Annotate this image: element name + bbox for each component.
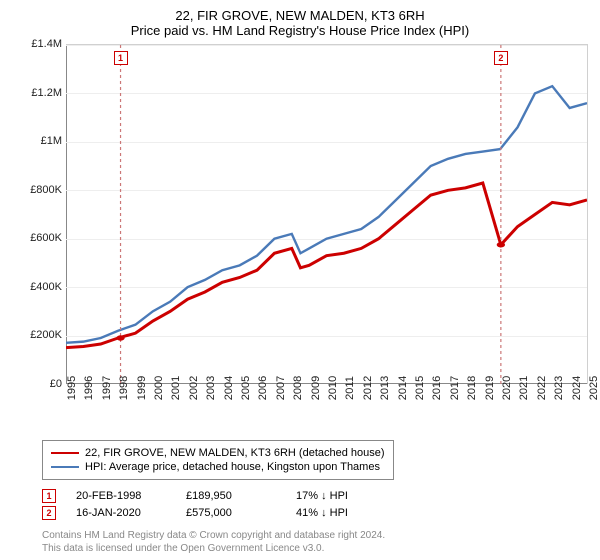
chart-area: £0£200K£400K£600K£800K£1M£1.2M£1.4M 12 [12,44,588,384]
x-tick-label: 2014 [397,376,409,400]
x-tick-label: 2009 [310,376,322,400]
chart-container: 22, FIR GROVE, NEW MALDEN, KT3 6RH Price… [0,0,600,560]
x-tick-label: 2020 [501,376,513,400]
sale-marker-box: 2 [494,51,508,65]
x-tick-label: 1997 [101,376,113,400]
x-tick-label: 2004 [223,376,235,400]
footer: Contains HM Land Registry data © Crown c… [42,529,588,555]
x-tick-label: 2000 [153,376,165,400]
y-tick-label: £1M [41,135,62,147]
x-tick-label: 2016 [431,376,443,400]
x-tick-label: 2012 [362,376,374,400]
sale-events-table: 1 20-FEB-1998 £189,950 17% ↓ HPI 2 16-JA… [42,486,588,523]
chart-title: 22, FIR GROVE, NEW MALDEN, KT3 6RH [12,8,588,23]
sale-dot [497,242,505,247]
x-tick-label: 2001 [170,376,182,400]
x-tick-label: 2025 [588,376,600,400]
legend: 22, FIR GROVE, NEW MALDEN, KT3 6RH (deta… [12,438,588,486]
x-tick-label: 1998 [118,376,130,400]
y-tick-label: £0 [50,378,62,390]
x-tick-label: 2015 [414,376,426,400]
x-tick-label: 2022 [536,376,548,400]
x-tick-label: 2003 [205,376,217,400]
x-axis: 1995199619971998199920002001200220032004… [66,384,588,438]
event-price: £575,000 [186,507,276,519]
x-tick-label: 2018 [466,376,478,400]
x-tick-label: 2024 [571,376,583,400]
x-tick-label: 2008 [292,376,304,400]
chart-svg [66,45,587,384]
x-tick-label: 2007 [275,376,287,400]
x-tick-label: 2002 [188,376,200,400]
x-tick-label: 2011 [344,376,356,400]
legend-row-hpi: HPI: Average price, detached house, King… [51,461,385,473]
y-axis: £0£200K£400K£600K£800K£1M£1.2M£1.4M [12,44,66,384]
legend-box: 22, FIR GROVE, NEW MALDEN, KT3 6RH (deta… [42,440,394,480]
y-tick-label: £200K [30,329,62,341]
event-price: £189,950 [186,490,276,502]
x-tick-label: 2006 [257,376,269,400]
x-tick-label: 2019 [484,376,496,400]
y-tick-label: £1.2M [31,87,62,99]
x-tick-label: 2021 [518,376,530,400]
legend-label-property: 22, FIR GROVE, NEW MALDEN, KT3 6RH (deta… [85,447,385,459]
footer-line-2: This data is licensed under the Open Gov… [42,542,588,555]
y-tick-label: £800K [30,184,62,196]
series-property [66,183,587,348]
x-tick-label: 1999 [136,376,148,400]
event-row: 2 16-JAN-2020 £575,000 41% ↓ HPI [42,506,588,520]
x-tick-label: 2023 [553,376,565,400]
sale-marker-box: 1 [114,51,128,65]
plot-area: 12 [66,44,588,384]
x-tick-label: 1996 [83,376,95,400]
event-date: 16-JAN-2020 [76,507,166,519]
legend-label-hpi: HPI: Average price, detached house, King… [85,461,380,473]
sale-dot [116,335,124,340]
event-marker-2: 2 [42,506,56,520]
legend-swatch-property [51,452,79,454]
legend-row-property: 22, FIR GROVE, NEW MALDEN, KT3 6RH (deta… [51,447,385,459]
series-hpi [66,86,587,343]
event-diff: 41% ↓ HPI [296,507,386,519]
event-diff: 17% ↓ HPI [296,490,386,502]
event-marker-1: 1 [42,489,56,503]
x-tick-label: 2013 [379,376,391,400]
footer-line-1: Contains HM Land Registry data © Crown c… [42,529,588,542]
event-date: 20-FEB-1998 [76,490,166,502]
chart-subtitle: Price paid vs. HM Land Registry's House … [12,23,588,38]
x-tick-label: 2005 [240,376,252,400]
y-tick-label: £400K [30,281,62,293]
y-tick-label: £600K [30,232,62,244]
x-tick-label: 2017 [449,376,461,400]
legend-swatch-hpi [51,466,79,468]
x-tick-label: 1995 [66,376,78,400]
y-tick-label: £1.4M [31,38,62,50]
x-tick-label: 2010 [327,376,339,400]
event-row: 1 20-FEB-1998 £189,950 17% ↓ HPI [42,489,588,503]
